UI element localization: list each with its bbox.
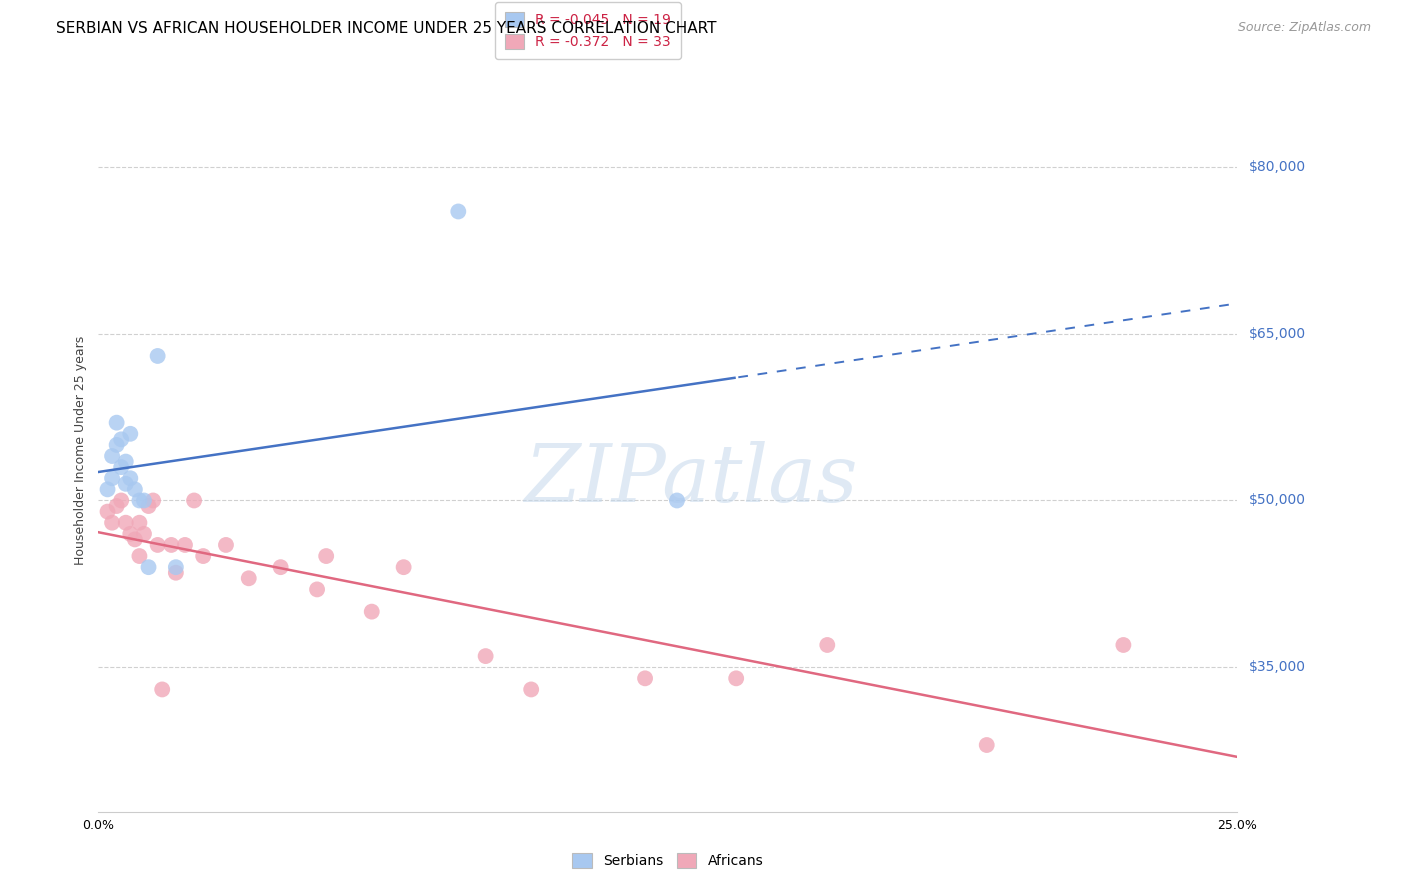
Point [114,516,136,530]
Point [110,493,132,508]
Point [150,682,173,697]
Point [174,538,197,552]
Point [215,538,238,552]
Point [96,483,118,497]
Point [160,538,183,552]
Point [128,516,150,530]
Point [96,505,118,519]
Point [124,483,146,497]
Point [128,549,150,563]
Y-axis label: Householder Income Under 25 years: Householder Income Under 25 years [75,335,87,566]
Point [392,560,415,574]
Point [105,499,128,513]
Point [815,638,838,652]
Point [165,566,187,580]
Point [165,560,187,574]
Point [101,449,124,463]
Point [120,471,142,485]
Point [474,649,496,664]
Point [976,738,998,752]
Point [270,560,292,574]
Text: $50,000: $50,000 [1249,493,1305,508]
Text: $35,000: $35,000 [1249,660,1305,674]
Point [183,493,205,508]
Point [110,460,132,475]
Point [114,454,136,468]
Point [114,476,136,491]
Point [1112,638,1135,652]
Text: $80,000: $80,000 [1249,160,1306,174]
Point [120,426,142,441]
Point [634,671,657,685]
Point [447,204,470,219]
Point [146,349,169,363]
Point [120,526,142,541]
Legend: Serbians, Africans: Serbians, Africans [567,847,769,873]
Point [101,471,124,485]
Point [124,533,146,547]
Text: ZIPatlas: ZIPatlas [524,441,858,518]
Point [315,549,337,563]
Point [105,416,128,430]
Point [238,571,260,585]
Point [142,493,165,508]
Point [146,538,169,552]
Text: SERBIAN VS AFRICAN HOUSEHOLDER INCOME UNDER 25 YEARS CORRELATION CHART: SERBIAN VS AFRICAN HOUSEHOLDER INCOME UN… [56,21,717,37]
Point [725,671,748,685]
Point [132,493,155,508]
Point [132,526,155,541]
Point [138,560,160,574]
Point [138,499,160,513]
Point [307,582,329,597]
Point [101,516,124,530]
Point [520,682,543,697]
Point [128,493,150,508]
Text: $65,000: $65,000 [1249,326,1306,341]
Point [193,549,215,563]
Text: Source: ZipAtlas.com: Source: ZipAtlas.com [1237,21,1371,35]
Point [665,493,688,508]
Point [110,433,132,447]
Point [360,605,382,619]
Point [105,438,128,452]
